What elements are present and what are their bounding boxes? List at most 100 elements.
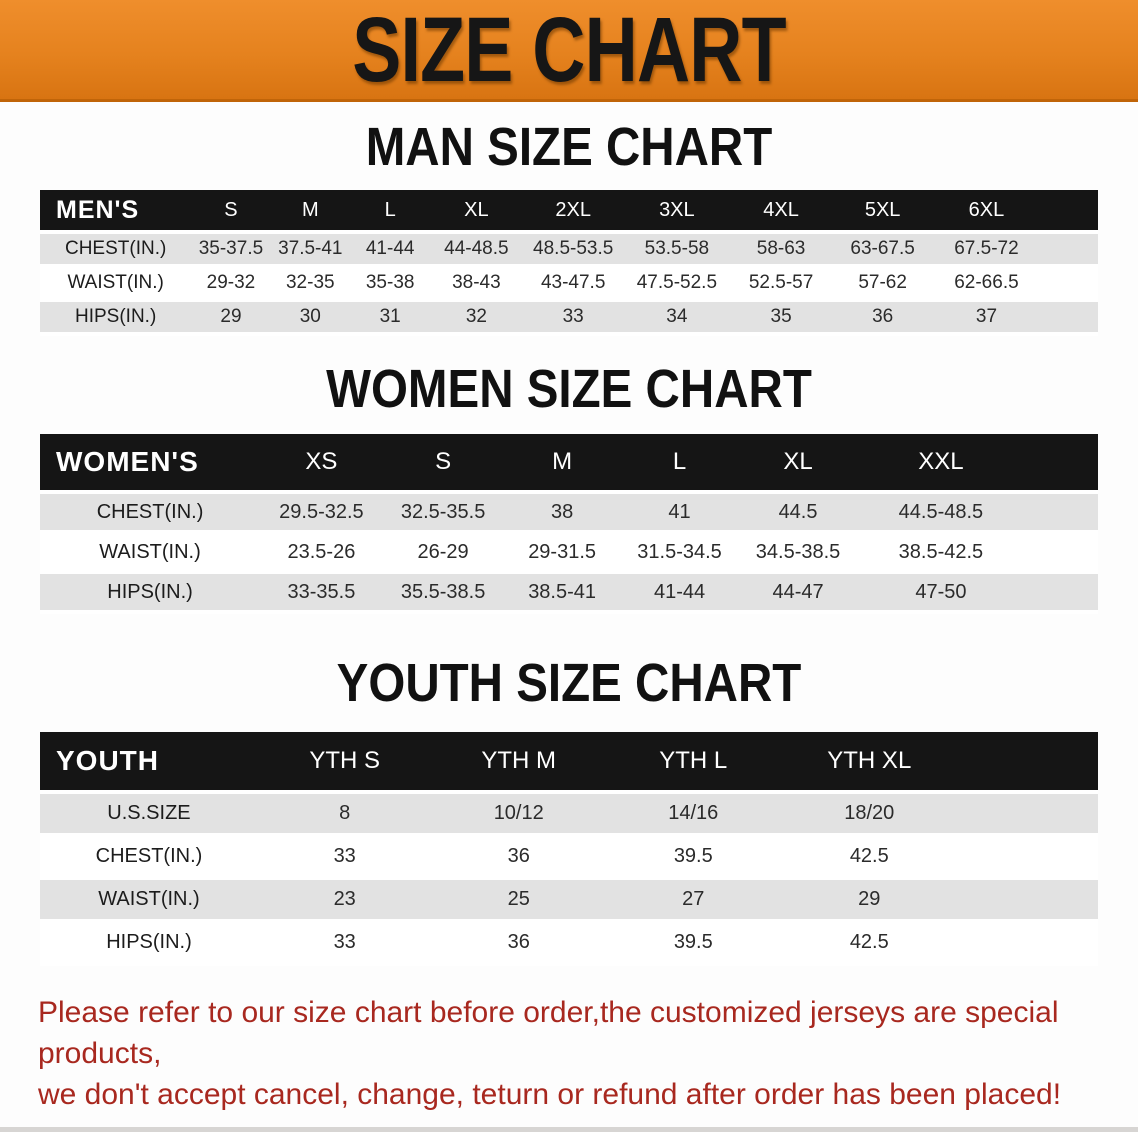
size-value-cell: 42.5 — [780, 835, 1098, 880]
size-value-cell: 33-35.5 — [260, 572, 383, 614]
size-column-header: YTH M — [431, 732, 606, 794]
row-label-cell: U.S.SIZE — [40, 792, 258, 837]
size-value-cell: 41-44 — [349, 232, 431, 268]
size-column-header: 4XL — [729, 190, 833, 234]
size-column-header: XXL — [857, 434, 1098, 494]
size-value-cell: 32-35 — [270, 266, 350, 302]
size-value-cell: 29 — [780, 878, 1098, 923]
banner-title: SIZE CHART — [352, 0, 786, 101]
row-label-cell: HIPS(IN.) — [40, 921, 258, 966]
men-size-table: MEN'S S M L XL 2XL 3XL 4XL 5XL 6XL CHEST(IN.) 35-37… — [40, 190, 1098, 336]
size-value-cell: 31 — [349, 300, 431, 336]
size-value-cell: 27 — [606, 878, 781, 923]
size-value-cell: 14/16 — [606, 792, 781, 837]
size-value-cell: 29-31.5 — [503, 532, 621, 574]
row-label-cell: CHEST(IN.) — [40, 492, 261, 534]
size-value-cell: 42.5 — [780, 921, 1098, 966]
men-section-title: MAN SIZE CHART — [365, 117, 773, 177]
size-value-cell: 23 — [257, 878, 432, 923]
size-column-header: YTH XL — [780, 732, 1098, 794]
disclaimer: Please refer to our size chart before or… — [0, 992, 1138, 1115]
row-label-cell: HIPS(IN.) — [40, 572, 261, 614]
size-column-header: XS — [260, 434, 383, 494]
youth-table-wrap: YOUTH YTH S YTH M YTH L YTH XL U.S.SIZE 8 10/12… — [0, 732, 1138, 966]
table-header-row: WOMEN'S XS S M L XL XXL — [40, 434, 1098, 494]
size-value-cell: 47-50 — [857, 572, 1098, 614]
size-value-cell: 8 — [257, 792, 432, 837]
size-column-header: S — [382, 434, 504, 494]
size-chart-content: MAN SIZE CHART MEN'S S M L XL 2XL 3XL 4XL 5XL 6XL… — [0, 120, 1138, 1115]
row-label-cell: WAIST(IN.) — [40, 878, 258, 923]
table-group-label: WOMEN'S — [40, 434, 261, 494]
size-value-cell: 53.5-58 — [623, 232, 730, 268]
size-chart-banner: SIZE CHART — [0, 0, 1138, 102]
size-value-cell: 41-44 — [620, 572, 739, 614]
measurement-row: WAIST(IN.) 23.5-26 26-29 29-31.5 31.5-34.5 34… — [40, 532, 1098, 574]
youth-size-table: YOUTH YTH S YTH M YTH L YTH XL U.S.SIZE 8 10/12… — [40, 732, 1098, 966]
size-column-header: M — [503, 434, 621, 494]
row-label-cell: CHEST(IN.) — [40, 835, 258, 880]
size-column-header: 2XL — [522, 190, 624, 234]
size-value-cell: 44.5 — [738, 492, 858, 534]
size-value-cell: 26-29 — [382, 532, 504, 574]
table-header-row: MEN'S S M L XL 2XL 3XL 4XL 5XL 6XL — [40, 190, 1098, 234]
row-label-cell: WAIST(IN.) — [40, 266, 192, 302]
men-table-wrap: MEN'S S M L XL 2XL 3XL 4XL 5XL 6XL CHEST(IN.) 35-37… — [0, 190, 1138, 336]
size-value-cell: 43-47.5 — [522, 266, 624, 302]
size-value-cell: 67.5-72 — [932, 232, 1098, 268]
size-value-cell: 44-48.5 — [430, 232, 523, 268]
size-value-cell: 30 — [270, 300, 350, 336]
size-value-cell: 37.5-41 — [270, 232, 350, 268]
size-value-cell: 48.5-53.5 — [522, 232, 624, 268]
size-value-cell: 63-67.5 — [832, 232, 933, 268]
women-section-title: WOMEN SIZE CHART — [326, 359, 812, 419]
size-column-header: S — [191, 190, 271, 234]
size-value-cell: 41 — [620, 492, 739, 534]
size-value-cell: 34.5-38.5 — [738, 532, 858, 574]
row-label-cell: WAIST(IN.) — [40, 532, 261, 574]
measurement-row: U.S.SIZE 8 10/12 14/16 18/20 — [40, 792, 1098, 837]
measurement-row: CHEST(IN.) 35-37.5 37.5-41 41-44 44-48.5 48.5… — [40, 232, 1098, 268]
measurement-row: CHEST(IN.) 33 36 39.5 42.5 — [40, 835, 1098, 880]
size-value-cell: 39.5 — [606, 835, 781, 880]
size-value-cell: 38.5-41 — [503, 572, 621, 614]
measurement-row: CHEST(IN.) 29.5-32.5 32.5-35.5 38 41 44.5 44.5… — [40, 492, 1098, 534]
size-value-cell: 57-62 — [832, 266, 933, 302]
size-value-cell: 37 — [932, 300, 1098, 336]
measurement-row: WAIST(IN.) 23 25 27 29 — [40, 878, 1098, 923]
size-value-cell: 62-66.5 — [932, 266, 1098, 302]
size-value-cell: 58-63 — [729, 232, 833, 268]
size-value-cell: 36 — [832, 300, 933, 336]
size-value-cell: 52.5-57 — [729, 266, 833, 302]
size-value-cell: 47.5-52.5 — [623, 266, 730, 302]
women-table-wrap: WOMEN'S XS S M L XL XXL CHEST(IN.) 29.5-32.5 32.5… — [0, 434, 1138, 614]
size-value-cell: 38.5-42.5 — [857, 532, 1098, 574]
size-value-cell: 35 — [729, 300, 833, 336]
size-value-cell: 36 — [431, 835, 606, 880]
measurement-row: HIPS(IN.) 29 30 31 32 33 34 35 36 37 — [40, 300, 1098, 336]
size-value-cell: 33 — [257, 921, 432, 966]
size-value-cell: 36 — [431, 921, 606, 966]
table-group-label: YOUTH — [40, 732, 258, 794]
size-column-header: L — [620, 434, 739, 494]
size-value-cell: 44-47 — [738, 572, 858, 614]
table-group-label: MEN'S — [40, 190, 192, 234]
size-column-header: M — [270, 190, 350, 234]
size-column-header: YTH S — [257, 732, 432, 794]
size-value-cell: 44.5-48.5 — [857, 492, 1098, 534]
size-column-header: L — [349, 190, 431, 234]
size-value-cell: 31.5-34.5 — [620, 532, 739, 574]
size-column-header: XL — [738, 434, 858, 494]
disclaimer-line-2: we don't accept cancel, change, teturn o… — [38, 1078, 1062, 1111]
size-value-cell: 35-38 — [349, 266, 431, 302]
size-value-cell: 39.5 — [606, 921, 781, 966]
size-value-cell: 25 — [431, 878, 606, 923]
size-value-cell: 33 — [522, 300, 624, 336]
size-value-cell: 18/20 — [780, 792, 1098, 837]
women-size-table: WOMEN'S XS S M L XL XXL CHEST(IN.) 29.5-32.5 32.5… — [40, 434, 1098, 614]
size-value-cell: 35.5-38.5 — [382, 572, 504, 614]
youth-section-title: YOUTH SIZE CHART — [336, 653, 802, 713]
size-value-cell: 32 — [430, 300, 523, 336]
row-label-cell: CHEST(IN.) — [40, 232, 192, 268]
